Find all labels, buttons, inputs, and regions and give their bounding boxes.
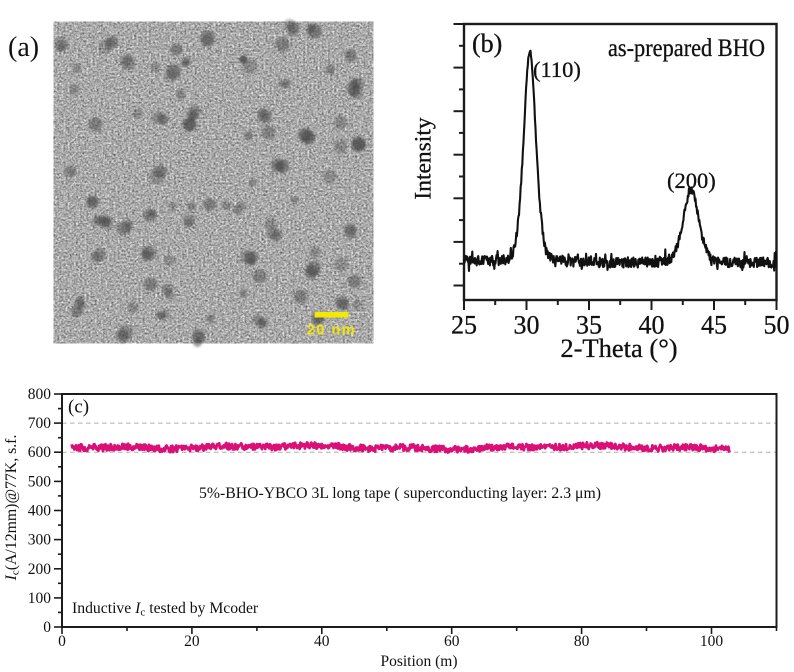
- svg-text:700: 700: [28, 415, 52, 432]
- svg-text:as-prepared BHO: as-prepared BHO: [608, 35, 765, 62]
- svg-text:40: 40: [639, 311, 665, 340]
- svg-text:20: 20: [184, 633, 200, 650]
- svg-text:Ic(A/12mm)@77K, s.f.: Ic(A/12mm)@77K, s.f.: [3, 435, 22, 582]
- svg-text:Inductive Ic tested by Mcoder: Inductive Ic tested by Mcoder: [72, 600, 259, 619]
- svg-text:Intensity: Intensity: [411, 117, 437, 199]
- svg-text:400: 400: [28, 503, 52, 520]
- svg-text:0: 0: [58, 633, 66, 650]
- svg-text:0: 0: [43, 619, 51, 636]
- svg-text:(b): (b): [472, 29, 502, 58]
- svg-text:30: 30: [514, 311, 540, 340]
- svg-text:20 nm: 20 nm: [307, 323, 356, 339]
- svg-text:25: 25: [451, 311, 477, 340]
- svg-text:600: 600: [28, 444, 52, 461]
- svg-text:40: 40: [314, 633, 330, 650]
- svg-text:200: 200: [28, 561, 52, 578]
- svg-text:500: 500: [28, 473, 52, 490]
- svg-text:(c): (c): [68, 397, 89, 418]
- svg-text:800: 800: [28, 386, 52, 403]
- svg-text:(a): (a): [8, 32, 39, 63]
- svg-text:100: 100: [700, 633, 724, 650]
- svg-text:5%-BHO-YBCO 3L long tape ( sup: 5%-BHO-YBCO 3L long tape ( superconducti…: [199, 485, 601, 502]
- svg-text:60: 60: [444, 633, 460, 650]
- svg-text:35: 35: [576, 311, 602, 340]
- svg-text:(200): (200): [667, 168, 716, 193]
- svg-text:80: 80: [574, 633, 590, 650]
- svg-text:Position (m): Position (m): [380, 653, 457, 670]
- svg-text:(110): (110): [533, 57, 581, 82]
- svg-text:45: 45: [701, 311, 727, 340]
- svg-text:2-Theta (°): 2-Theta (°): [560, 333, 677, 363]
- svg-text:100: 100: [28, 590, 52, 607]
- svg-text:50: 50: [764, 311, 790, 340]
- svg-text:300: 300: [28, 532, 52, 549]
